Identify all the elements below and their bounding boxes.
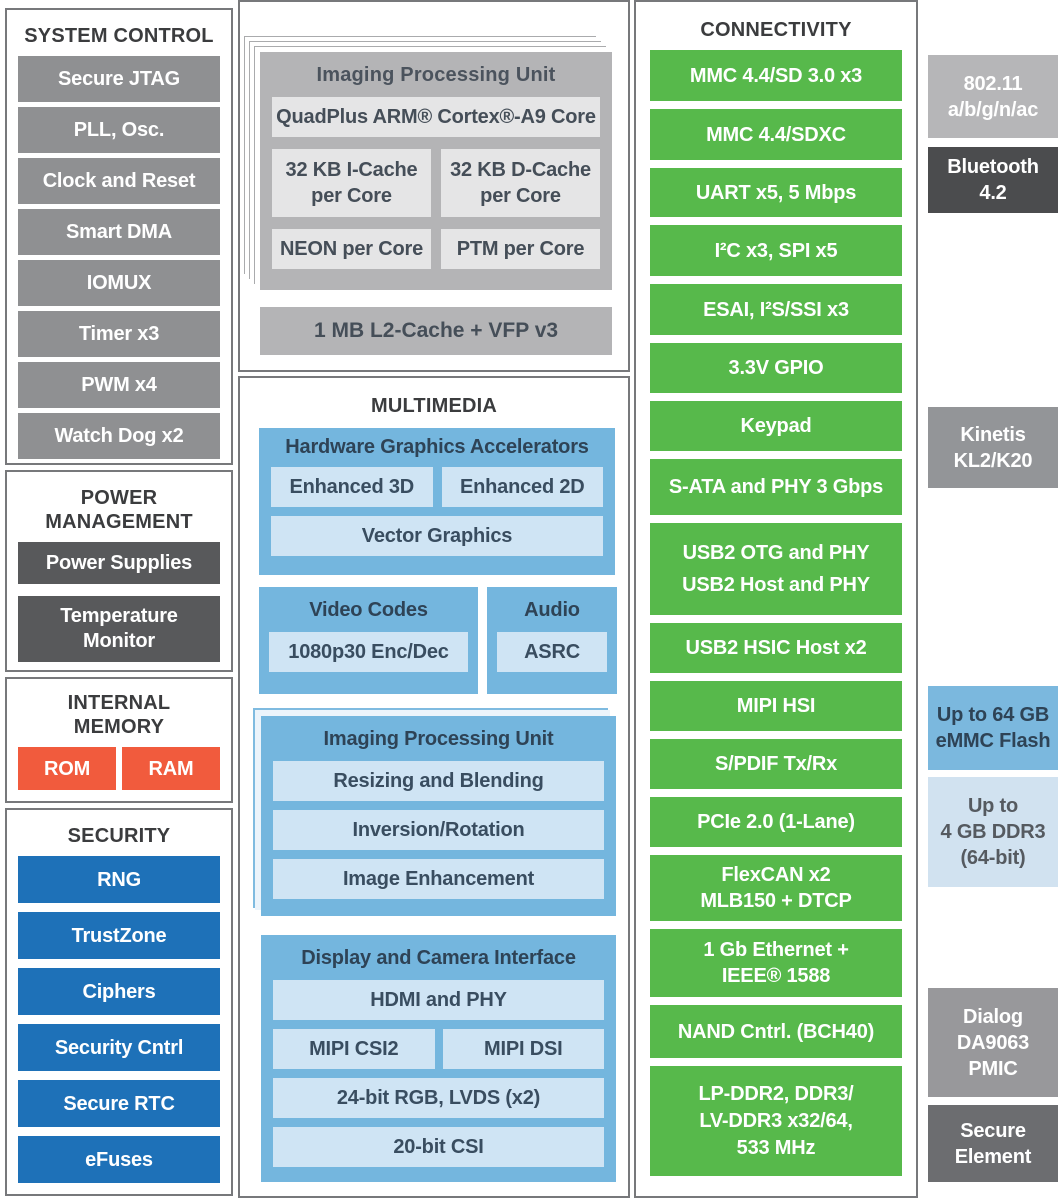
video-codecs-title: Video Codes xyxy=(309,599,428,621)
block-pwm: PWM x4 xyxy=(18,362,220,408)
block-mipi-csi2: MIPI CSI2 xyxy=(273,1029,435,1069)
system-control-title: SYSTEM CONTROL xyxy=(24,25,214,47)
block-enhanced-2d: Enhanced 2D xyxy=(441,467,603,507)
block-iomux: IOMUX xyxy=(18,260,220,306)
power-management-title: POWER MANAGEMENT xyxy=(45,487,193,533)
security-title: SECURITY xyxy=(67,825,171,847)
block-lpddr2-ddr3: LP-DDR2, DDR3/ LV-DDR3 x32/64, 533 MHz xyxy=(650,1066,902,1176)
block-emmc-flash: Up to 64 GB eMMC Flash xyxy=(928,686,1058,770)
block-dcache: 32 KB D-Cache per Core xyxy=(441,149,600,217)
block-usb2-hsic: USB2 HSIC Host x2 xyxy=(650,623,902,673)
block-i2c-spi: I²C x3, SPI x5 xyxy=(650,225,902,276)
block-sata-phy: S-ATA and PHY 3 Gbps xyxy=(650,459,902,515)
display-camera-group: Display and Camera Interface HDMI and PH… xyxy=(261,935,616,1182)
block-l2-cache: 1 MB L2-Cache + VFP v3 xyxy=(260,307,612,355)
block-ciphers: Ciphers xyxy=(18,968,220,1015)
block-keypad: Keypad xyxy=(650,401,902,451)
cpu-platform-block: Imaging Processing Unit QuadPlus ARM® Co… xyxy=(260,52,612,290)
section-multimedia: MULTIMEDIA Hardware Graphics Accelerator… xyxy=(238,376,630,1198)
section-cpu: Imaging Processing Unit QuadPlus ARM® Co… xyxy=(238,0,630,372)
block-pcie: PCIe 2.0 (1-Lane) xyxy=(650,797,902,847)
block-ram: RAM xyxy=(122,747,220,790)
section-security: SECURITY RNG TrustZone Ciphers Security … xyxy=(5,808,233,1196)
section-internal-memory: INTERNAL MEMORY ROM RAM xyxy=(5,677,233,803)
power-management-list: Power Supplies Temperature Monitor xyxy=(7,542,231,662)
block-wifi-80211: 802.11 a/b/g/n/ac xyxy=(928,55,1058,138)
block-image-enhancement: Image Enhancement xyxy=(273,859,604,899)
block-flexcan-mlb: FlexCAN x2 MLB150 + DTCP xyxy=(650,855,902,921)
display-camera-title: Display and Camera Interface xyxy=(301,947,576,969)
imaging-processing-unit-group: Imaging Processing Unit Resizing and Ble… xyxy=(261,716,616,916)
audio-group: Audio ASRC xyxy=(487,587,617,694)
block-clock-reset: Clock and Reset xyxy=(18,158,220,204)
block-kinetis: Kinetis KL2/K20 xyxy=(928,407,1058,488)
block-mipi-dsi: MIPI DSI xyxy=(442,1029,604,1069)
block-secure-jtag: Secure JTAG xyxy=(18,56,220,102)
graphics-accelerators-group: Hardware Graphics Accelerators Enhanced … xyxy=(259,428,615,575)
block-timer: Timer x3 xyxy=(18,311,220,357)
block-inversion-rotation: Inversion/Rotation xyxy=(273,810,604,850)
block-bluetooth: Bluetooth 4.2 xyxy=(928,147,1058,213)
connectivity-title: CONNECTIVITY xyxy=(700,19,852,41)
section-system-control: SYSTEM CONTROL Secure JTAG PLL, Osc. Clo… xyxy=(5,8,233,465)
multimedia-title: MULTIMEDIA xyxy=(370,395,498,417)
block-asrc: ASRC xyxy=(497,632,607,672)
block-mipi-hsi: MIPI HSI xyxy=(650,681,902,731)
block-secure-element: Secure Element xyxy=(928,1105,1058,1182)
block-20bit-csi: 20-bit CSI xyxy=(273,1127,604,1167)
block-ptm: PTM per Core xyxy=(441,229,600,269)
cpu-platform-title: Imaging Processing Unit xyxy=(316,64,556,86)
block-usb2-otg-host: USB2 OTG and PHY USB2 Host and PHY xyxy=(650,523,902,615)
block-neon: NEON per Core xyxy=(272,229,431,269)
block-dialog-pmic: Dialog DA9063 PMIC xyxy=(928,988,1058,1097)
imaging-processing-unit-title: Imaging Processing Unit xyxy=(323,728,554,750)
security-list: RNG TrustZone Ciphers Security Cntrl Sec… xyxy=(7,856,231,1183)
block-temperature-monitor: Temperature Monitor xyxy=(18,596,220,662)
connectivity-list: MMC 4.4/SD 3.0 x3 MMC 4.4/SDXC UART x5, … xyxy=(636,42,916,1176)
internal-memory-title: INTERNAL MEMORY xyxy=(67,692,171,738)
audio-title: Audio xyxy=(524,599,580,621)
block-esai-i2s-ssi: ESAI, I²S/SSI x3 xyxy=(650,284,902,335)
block-spdif: S/PDIF Tx/Rx xyxy=(650,739,902,789)
block-gb-ethernet: 1 Gb Ethernet + IEEE® 1588 xyxy=(650,929,902,997)
internal-memory-list: ROM RAM xyxy=(18,747,220,790)
block-trustzone: TrustZone xyxy=(18,912,220,959)
graphics-row: Enhanced 3D Enhanced 2D xyxy=(271,467,603,507)
block-gpio: 3.3V GPIO xyxy=(650,343,902,393)
cpu-cache-grid: 32 KB I-Cache per Core 32 KB D-Cache per… xyxy=(272,149,600,269)
video-codecs-group: Video Codes 1080p30 Enc/Dec xyxy=(259,587,478,694)
block-power-supplies: Power Supplies xyxy=(18,542,220,584)
section-power-management: POWER MANAGEMENT Power Supplies Temperat… xyxy=(5,470,233,672)
block-pll-osc: PLL, Osc. xyxy=(18,107,220,153)
system-control-list: Secure JTAG PLL, Osc. Clock and Reset Sm… xyxy=(7,56,231,459)
block-rng: RNG xyxy=(18,856,220,903)
block-rom: ROM xyxy=(18,747,116,790)
block-efuses: eFuses xyxy=(18,1136,220,1183)
graphics-accelerators-title: Hardware Graphics Accelerators xyxy=(285,436,589,458)
block-uart: UART x5, 5 Mbps xyxy=(650,168,902,217)
block-hdmi-phy: HDMI and PHY xyxy=(273,980,604,1020)
block-vector-graphics: Vector Graphics xyxy=(271,516,603,556)
block-enhanced-3d: Enhanced 3D xyxy=(271,467,433,507)
block-icache: 32 KB I-Cache per Core xyxy=(272,149,431,217)
block-smart-dma: Smart DMA xyxy=(18,209,220,255)
block-mmc-sd: MMC 4.4/SD 3.0 x3 xyxy=(650,50,902,101)
block-resizing-blending: Resizing and Blending xyxy=(273,761,604,801)
mipi-row: MIPI CSI2 MIPI DSI xyxy=(273,1029,604,1069)
block-mmc-sdxc: MMC 4.4/SDXC xyxy=(650,109,902,160)
block-security-cntrl: Security Cntrl xyxy=(18,1024,220,1071)
block-rgb-lvds: 24-bit RGB, LVDS (x2) xyxy=(273,1078,604,1118)
block-cortex-a9-core: QuadPlus ARM® Cortex®-A9 Core xyxy=(272,97,600,137)
block-secure-rtc: Secure RTC xyxy=(18,1080,220,1127)
block-ddr3-memory: Up to 4 GB DDR3 (64-bit) xyxy=(928,777,1058,887)
section-connectivity: CONNECTIVITY MMC 4.4/SD 3.0 x3 MMC 4.4/S… xyxy=(634,0,918,1198)
block-nand-cntrl: NAND Cntrl. (BCH40) xyxy=(650,1005,902,1058)
block-watchdog: Watch Dog x2 xyxy=(18,413,220,459)
block-1080p30-encdec: 1080p30 Enc/Dec xyxy=(269,632,468,672)
